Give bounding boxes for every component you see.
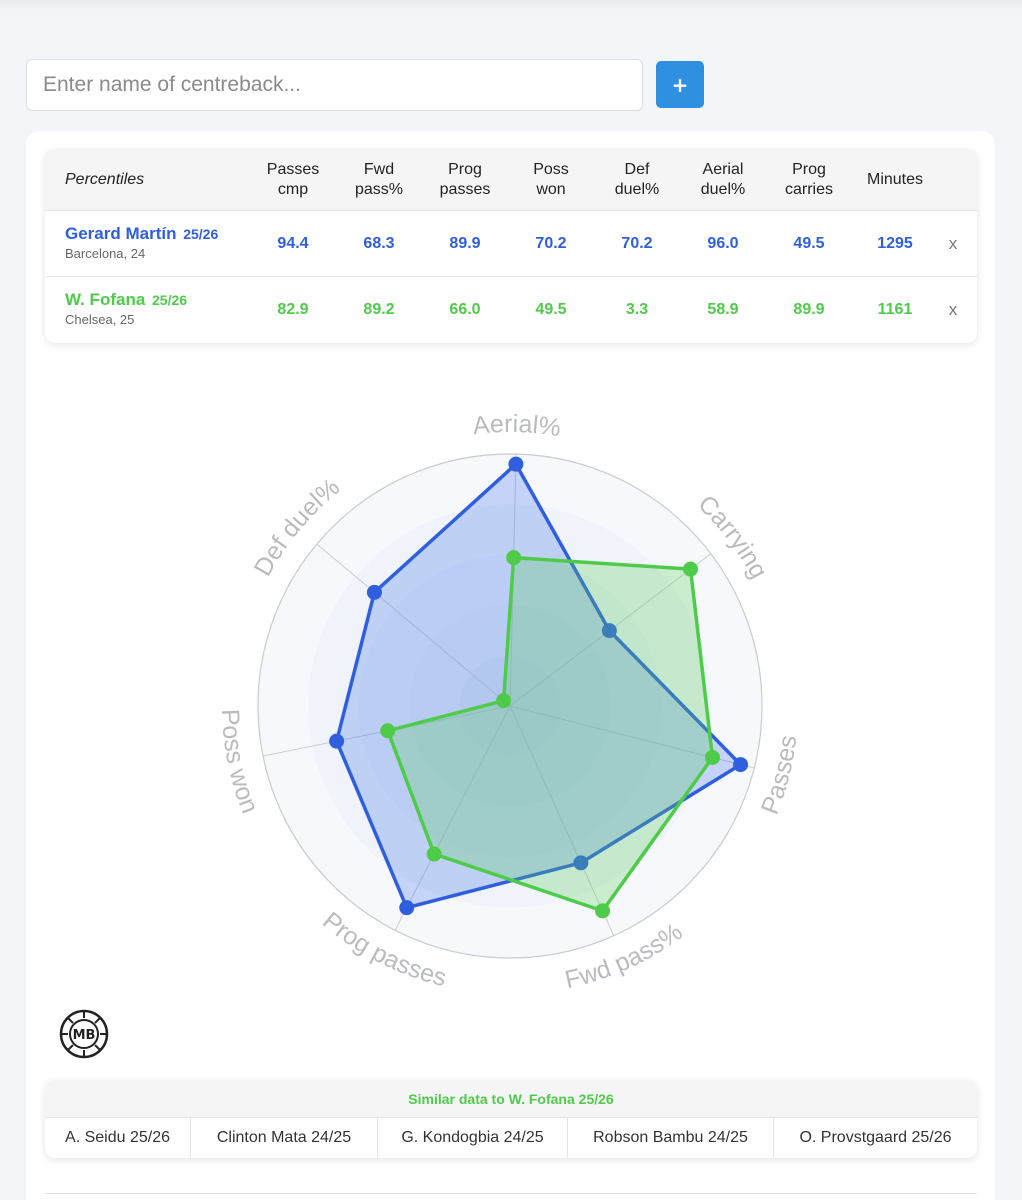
percentiles-label: Percentiles <box>65 171 145 188</box>
similar-player-item[interactable]: O. Provstgaard 25/26 <box>799 1129 952 1146</box>
add-player-button[interactable]: + <box>656 61 704 108</box>
radar-series-area <box>385 555 715 913</box>
search-row: + <box>26 59 1006 111</box>
col-line: pass% <box>354 181 404 198</box>
similar-player-item[interactable]: Clinton Mata 24/25 <box>191 1118 378 1158</box>
similar-players: Similar data to W. Fofana 25/26 A. Seidu… <box>45 1080 977 1158</box>
col-line: passes <box>439 181 491 198</box>
cell-value: 96.0 <box>707 235 739 252</box>
radar-point <box>683 561 699 577</box>
radar-point <box>601 623 617 639</box>
radar-point <box>508 456 524 472</box>
radar-point <box>380 723 396 739</box>
col-fwd-pass: Fwd pass% <box>336 149 422 211</box>
player-season: 25/26 <box>183 226 219 242</box>
col-line: Minutes <box>866 171 924 188</box>
col-line: duel% <box>614 181 660 198</box>
cell-minutes: 1161 <box>877 301 913 318</box>
col-line: won <box>536 181 566 198</box>
cell-value: 70.2 <box>535 235 567 252</box>
radar-point <box>426 846 442 862</box>
search-input[interactable] <box>26 59 643 111</box>
player-club-age: Chelsea, 25 <box>65 312 135 327</box>
axis-label-text: Passes <box>756 734 803 818</box>
cell-value: 70.2 <box>621 235 653 252</box>
cell-value: 3.3 <box>625 301 649 318</box>
cell-value: 94.4 <box>277 235 309 252</box>
divider <box>45 1193 977 1194</box>
player-name[interactable]: W. Fofana 25/26 <box>65 290 187 310</box>
col-aerial-duel: Aerial duel% <box>680 149 766 211</box>
radar-point <box>329 733 345 749</box>
player-name-text: Gerard Martín <box>65 224 177 243</box>
cell-value: 68.3 <box>363 235 395 252</box>
cell-value: 49.5 <box>535 301 567 318</box>
axis-label: Aerial% <box>471 410 562 442</box>
cell-value: 89.9 <box>793 301 825 318</box>
percentile-table: Percentiles Passes cmp Fwd pass% Prog passe… <box>45 149 977 343</box>
radar-point <box>573 855 589 871</box>
radar-series-area <box>334 462 743 910</box>
col-def-duel: Def duel% <box>594 149 680 211</box>
similar-player-item[interactable]: A. Seidu 25/26 <box>45 1118 191 1158</box>
similar-player-item[interactable]: Robson Bambu 24/25 <box>568 1118 774 1158</box>
col-line: Poss <box>533 161 569 178</box>
cell-value: 49.5 <box>793 235 825 252</box>
col-line: Prog <box>792 161 826 178</box>
axis-label: Passes <box>756 734 803 818</box>
axis-label: Poss won <box>216 708 264 817</box>
table-header: Percentiles Passes cmp Fwd pass% Prog passe… <box>45 149 977 211</box>
radar-point <box>733 757 749 773</box>
remove-player-button[interactable]: x <box>948 300 958 319</box>
player-name-text: W. Fofana <box>65 290 146 309</box>
radar-point <box>399 900 415 916</box>
radar-chart: Aerial% Carrying Passes Fwd pass% Prog passe… <box>0 360 1022 1020</box>
table-row-player-2: W. Fofana 25/26 Chelsea, 25 82.9 89.2 66… <box>45 277 977 343</box>
radar-spoke <box>316 543 511 707</box>
cell-value: 66.0 <box>449 301 481 318</box>
axis-label-text: Poss won <box>216 708 264 817</box>
col-line: Aerial <box>702 161 744 178</box>
top-strip <box>0 0 1022 10</box>
col-poss-won: Poss won <box>508 149 594 211</box>
radar-point <box>595 903 611 919</box>
col-prog-passes: Prog passes <box>422 149 508 211</box>
mb-logo: MB <box>59 1009 109 1059</box>
cell-value: 58.9 <box>707 301 739 318</box>
cell-value: 82.9 <box>277 301 309 318</box>
radar-point <box>366 584 382 600</box>
remove-player-button[interactable]: x <box>948 234 958 253</box>
axis-label-text: Aerial% <box>471 410 562 442</box>
cell-value: 89.9 <box>449 235 481 252</box>
col-passes-cmp: Passes cmp <box>250 149 336 211</box>
col-line: cmp <box>277 181 309 198</box>
col-prog-carries: Prog carries <box>766 149 852 211</box>
col-minutes: Minutes <box>852 149 938 211</box>
radar-point <box>496 693 512 709</box>
cell-value: 89.2 <box>363 301 395 318</box>
col-line: duel% <box>700 181 746 198</box>
radar-spoke <box>509 705 615 936</box>
player-season: 25/26 <box>152 292 188 308</box>
col-line: Fwd <box>363 161 395 178</box>
col-line: Def <box>624 161 650 178</box>
col-line: Prog <box>448 161 482 178</box>
radar-point <box>704 749 720 765</box>
logo-text: MB <box>73 1028 96 1043</box>
table-row-player-1: Gerard Martín 25/26 Barcelona, 24 94.4 6… <box>45 211 977 277</box>
player-club-age: Barcelona, 24 <box>65 246 146 261</box>
radar-spoke <box>394 705 511 931</box>
col-line: Passes <box>266 161 320 178</box>
similar-player-item[interactable]: G. Kondogbia 24/25 <box>378 1118 568 1158</box>
radar-point <box>506 550 522 566</box>
player-name[interactable]: Gerard Martín 25/26 <box>65 224 218 244</box>
col-line: carries <box>784 181 833 198</box>
cell-minutes: 1295 <box>877 235 913 252</box>
similar-header: Similar data to W. Fofana 25/26 <box>45 1080 977 1118</box>
